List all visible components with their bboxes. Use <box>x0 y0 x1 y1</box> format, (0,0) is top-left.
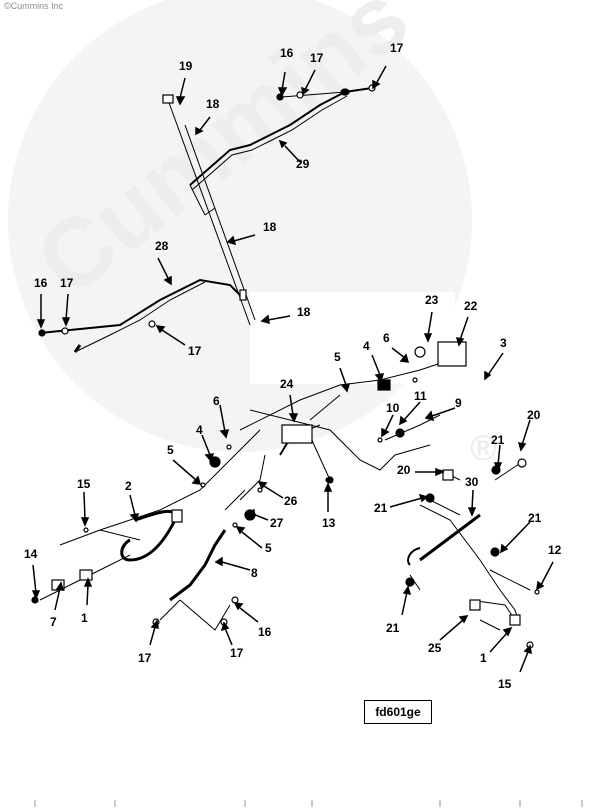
callout-label: 11 <box>414 389 427 403</box>
figure-id-box: fd601ge <box>364 700 432 724</box>
callout-label: 16 <box>34 276 48 290</box>
registered-mark: ® <box>470 427 497 468</box>
callout-label: 18 <box>263 220 277 234</box>
callout-label: 30 <box>465 475 479 489</box>
callout-label: 16 <box>258 625 272 639</box>
callout-label: 15 <box>498 677 512 691</box>
callout-label: 5 <box>334 350 341 364</box>
frame-ticks <box>34 800 583 807</box>
callout-label: 12 <box>548 543 562 557</box>
callout-label: 7 <box>50 615 57 629</box>
callout-label: 5 <box>265 541 272 555</box>
callout-label: 6 <box>213 394 220 408</box>
callout-label: 27 <box>270 516 284 530</box>
callout-label: 29 <box>296 157 310 171</box>
callout-label: 8 <box>251 566 258 580</box>
callout-arrows <box>31 65 554 673</box>
callout-label: 20 <box>527 408 541 422</box>
callout-labels: 19 18 16 17 17 29 18 28 16 17 18 17 23 2… <box>24 41 562 691</box>
callout-label: 26 <box>284 494 298 508</box>
callout-label: 6 <box>383 331 390 345</box>
callout-label: 17 <box>138 651 152 665</box>
callout-label: 15 <box>77 477 91 491</box>
callout-label: 1 <box>480 651 487 665</box>
callout-label: 28 <box>155 239 169 253</box>
callout-label: 14 <box>24 547 38 561</box>
callout-label: 2 <box>125 479 132 493</box>
callout-label: 17 <box>60 276 74 290</box>
callout-label: 16 <box>280 46 294 60</box>
callout-label: 1 <box>81 611 88 625</box>
callout-label: 18 <box>297 305 311 319</box>
callout-label: 23 <box>425 293 439 307</box>
callout-label: 22 <box>464 299 478 313</box>
callout-label: 3 <box>500 336 507 350</box>
callout-label: 21 <box>374 501 388 515</box>
callout-label: 5 <box>167 443 174 457</box>
callout-label: 20 <box>397 463 411 477</box>
callout-label: 19 <box>179 59 193 73</box>
callout-label: 4 <box>363 339 370 353</box>
callout-label: 21 <box>386 621 400 635</box>
callout-label: 4 <box>196 423 203 437</box>
fittings <box>31 84 540 649</box>
callout-label: 24 <box>280 377 294 391</box>
copyright-text: ©Cummins Inc <box>4 1 64 11</box>
callout-label: 18 <box>206 97 220 111</box>
callout-label: 17 <box>390 41 404 55</box>
callout-label: 17 <box>230 646 244 660</box>
watermark: Cummins ® <box>8 0 497 468</box>
callout-label: 9 <box>455 396 462 410</box>
callout-label: 21 <box>528 511 542 525</box>
callout-label: 13 <box>322 516 336 530</box>
callout-label: 10 <box>386 401 400 415</box>
callout-label: 17 <box>310 51 324 65</box>
callout-label: 17 <box>188 344 202 358</box>
callout-label: 25 <box>428 641 442 655</box>
callout-label: 21 <box>491 433 505 447</box>
